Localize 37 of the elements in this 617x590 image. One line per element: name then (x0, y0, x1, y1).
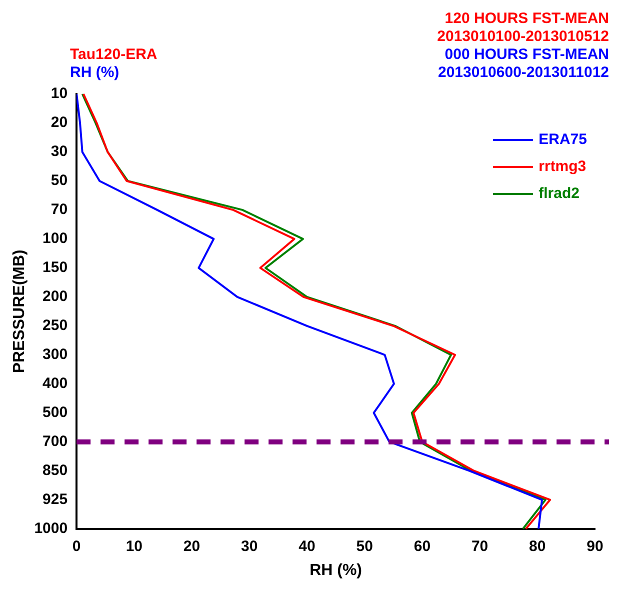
y-tick-label: 500 (42, 404, 68, 421)
y-tick-label: 925 (42, 490, 68, 508)
text: 2013010600-2013011012 (437, 64, 609, 82)
text: 000 HOURS FST-MEAN (444, 46, 609, 64)
text: 2013010100-2013010512 (437, 28, 609, 46)
y-tick-label: 50 (50, 172, 68, 190)
chart-title: Tau120-ERA (70, 46, 158, 64)
x-axis-title: RH (%) (310, 562, 362, 579)
y-tick-label: 200 (42, 288, 68, 306)
y-axis-title: PRESSURE(MB) (11, 250, 28, 374)
text: 120 HOURS FST-MEAN (444, 10, 609, 28)
legend-label: rrtmg3 (538, 158, 586, 176)
x-tick-label: 10 (126, 538, 143, 555)
y-tick-label: 850 (42, 462, 68, 479)
y-tick-label: 10 (50, 85, 68, 102)
x-tick-label: 90 (586, 538, 604, 555)
x-tick-label: 70 (471, 538, 488, 555)
chart-subtitle: RH (%) (70, 64, 120, 82)
y-tick-label: 150 (42, 259, 68, 276)
x-tick-label: 60 (414, 538, 431, 555)
y-tick-label: 700 (42, 432, 68, 450)
y-tick-label: 30 (50, 143, 68, 160)
y-tick-label: 100 (42, 230, 68, 248)
legend-label: flrad2 (538, 184, 580, 202)
x-tick-label: 80 (529, 538, 546, 555)
y-tick-label: 400 (42, 375, 68, 392)
x-tick-label: 20 (183, 538, 200, 555)
x-tick-label: 40 (298, 538, 316, 555)
x-tick-label: 30 (241, 538, 258, 555)
y-tick-label: 1000 (34, 520, 68, 537)
legend-label: ERA75 (538, 130, 587, 148)
y-tick-label: 20 (50, 114, 68, 132)
x-tick-label: 0 (72, 538, 81, 555)
y-tick-label: 70 (50, 201, 68, 218)
x-tick-label: 50 (356, 538, 373, 555)
y-tick-label: 250 (42, 317, 68, 334)
y-tick-label: 300 (42, 346, 68, 364)
